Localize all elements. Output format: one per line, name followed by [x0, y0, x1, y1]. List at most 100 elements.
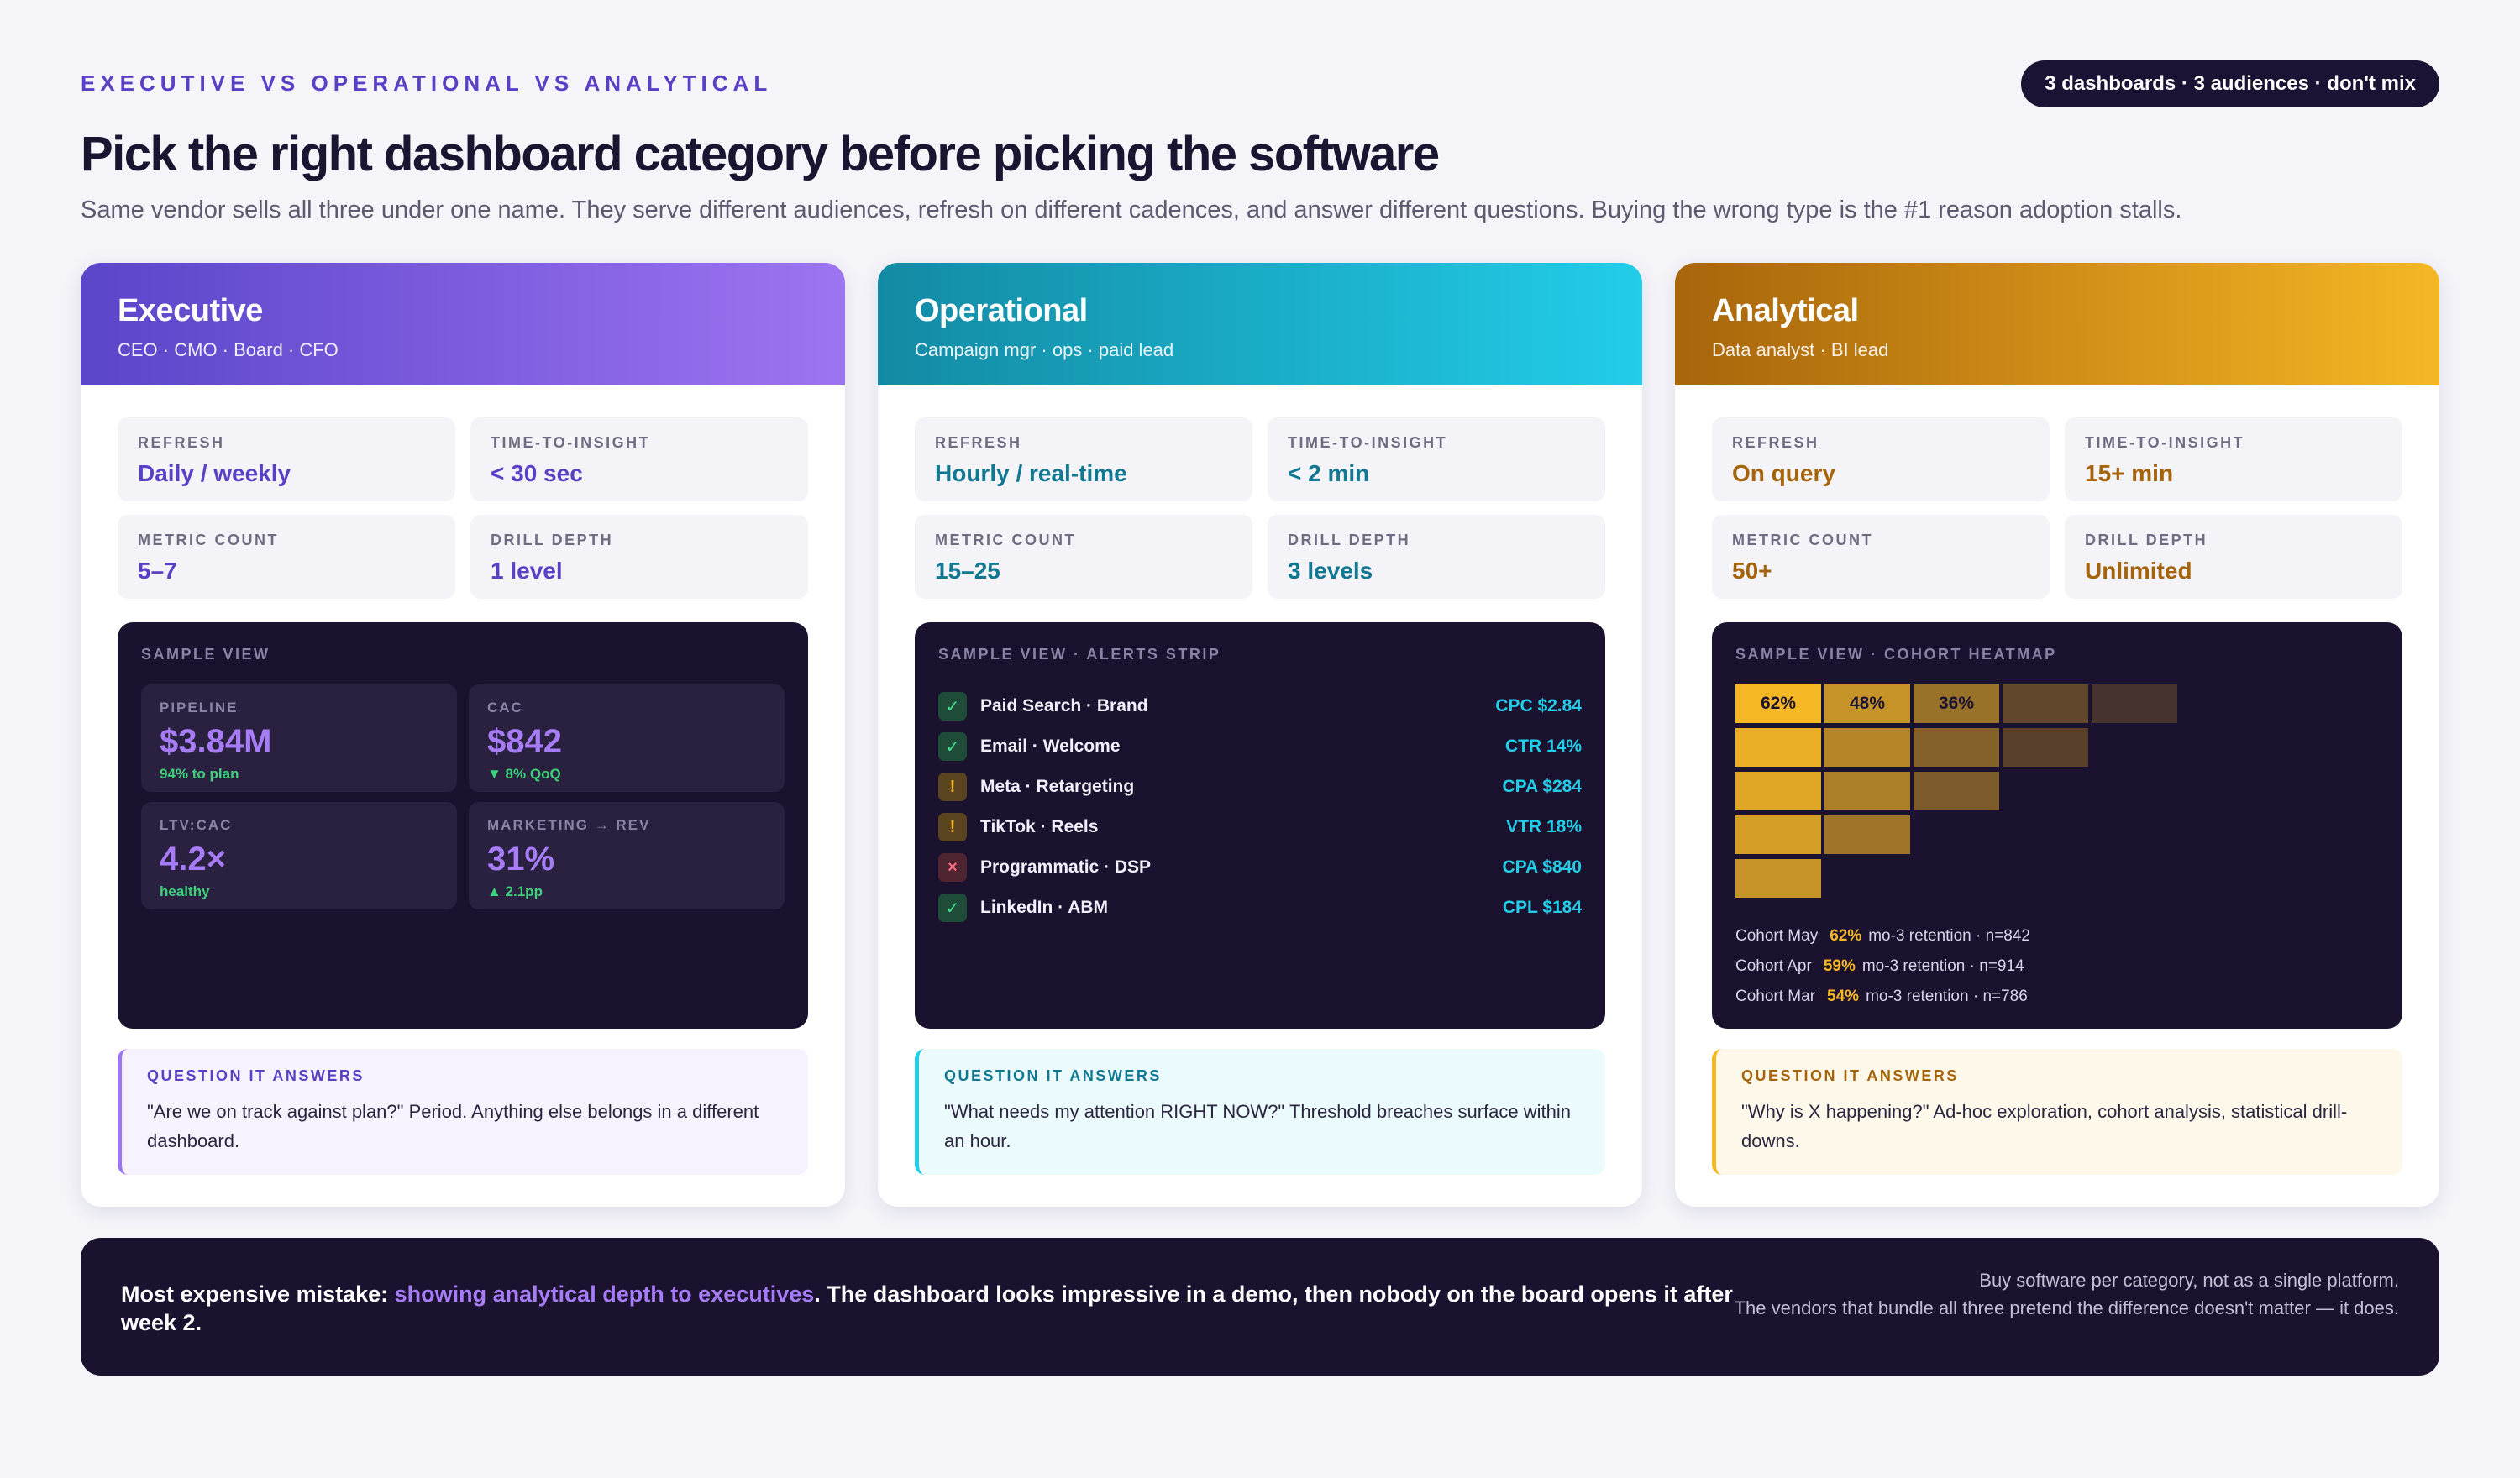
heatmap-cell-label: 48% [1824, 684, 1910, 723]
stat-label: REFRESH [1732, 434, 1819, 451]
stat-refresh: REFRESH On query [1712, 417, 2050, 501]
stat-value: < 2 min [1288, 460, 1370, 486]
card-audience: Campaign mgr · ops · paid lead [915, 339, 1174, 360]
alert-row: ! Meta · Retargeting CPA $284 [938, 767, 1582, 807]
check-icon: ✓ [938, 692, 967, 721]
heatmap-cell-label: 36% [1914, 684, 1999, 723]
stat-metric-count: METRIC COUNT 15–25 [915, 515, 1252, 599]
heatmap-cell [1735, 815, 1821, 854]
stat-label: REFRESH [138, 434, 225, 451]
question-text: "What needs my attention RIGHT NOW?" Thr… [944, 1101, 1572, 1151]
footer-callout: Most expensive mistake: showing analytic… [81, 1238, 2439, 1376]
stat-value: Daily / weekly [138, 460, 291, 486]
kpi-pipeline: PIPELINE $3.84M 94% to plan [141, 684, 457, 792]
stat-label: DRILL DEPTH [1288, 532, 1411, 548]
question-label: QUESTION IT ANSWERS [944, 1067, 1162, 1084]
kpi-cac: CAC $842 ▼ 8% QoQ [469, 684, 785, 792]
footer-side-note: Buy software per category, not as a sing… [1677, 1266, 2399, 1322]
question-text: "Why is X happening?" Ad-hoc exploration… [1741, 1101, 2348, 1151]
heatmap-cell [1735, 728, 1821, 767]
cohort-detail: mo-3 retention · n=914 [1861, 957, 2024, 975]
heatmap-cell [1914, 728, 1999, 767]
stat-value: 15–25 [935, 558, 1000, 584]
card-title: Analytical [1712, 293, 1859, 328]
cohort-row: Cohort May 62% mo-3 retention · n=842 [1735, 921, 2030, 951]
cards-row: Executive CEO · CMO · Board · CFO REFRES… [81, 263, 2439, 1207]
alert-row: × Programmatic · DSP CPA $840 [938, 847, 1582, 888]
footer-side-line: Buy software per category, not as a sing… [1979, 1270, 2399, 1291]
kpi-note: healthy [160, 883, 210, 899]
card-operational: Operational Campaign mgr · ops · paid le… [878, 263, 1642, 1207]
sample-view: SAMPLE VIEW · ALERTS STRIP ✓ Paid Search… [915, 622, 1605, 1029]
stats-grid: REFRESH On query TIME-TO-INSIGHT 15+ min… [1712, 417, 2402, 609]
question-box: QUESTION IT ANSWERS "Why is X happening?… [1712, 1049, 2402, 1175]
kpi-label: MARKETING → REV [487, 817, 651, 833]
footer-rest: . The dashboard looks impressive in a de… [121, 1281, 1733, 1335]
stat-value: Unlimited [2085, 558, 2192, 584]
stat-refresh: REFRESH Daily / weekly [118, 417, 455, 501]
alert-metric: CPA $840 [1502, 857, 1582, 877]
alerts-strip: ✓ Paid Search · Brand CPC $2.84 ✓ Email … [938, 686, 1582, 928]
heatmap-cell-label: 62% [1735, 684, 1821, 723]
stat-value: 1 level [491, 558, 563, 584]
kpi-value: 4.2× [160, 841, 226, 878]
kpi-note: ▼ 8% QoQ [487, 766, 561, 782]
page-title: Pick the right dashboard category before… [81, 127, 1440, 181]
warning-icon: ! [938, 773, 967, 801]
question-box: QUESTION IT ANSWERS "Are we on track aga… [118, 1049, 808, 1175]
cohort-list: Cohort May 62% mo-3 retention · n=842 Co… [1735, 921, 2030, 1012]
check-icon: ✓ [938, 732, 967, 761]
stats-grid: REFRESH Hourly / real-time TIME-TO-INSIG… [915, 417, 1605, 609]
heatmap-cell [2092, 684, 2177, 723]
card-header: Analytical Data analyst · BI lead [1675, 263, 2439, 385]
kpi-ltv-cac: LTV:CAC 4.2× healthy [141, 802, 457, 909]
question-label: QUESTION IT ANSWERS [1741, 1067, 1959, 1084]
summary-pill: 3 dashboards · 3 audiences · don't mix [2021, 60, 2439, 107]
error-icon: × [938, 853, 967, 882]
stat-value: 5–7 [138, 558, 177, 584]
heatmap-cell [1735, 859, 1821, 898]
stat-label: METRIC COUNT [138, 532, 279, 548]
kpi-label: CAC [487, 700, 523, 715]
kpi-value: $3.84M [160, 723, 272, 760]
stat-label: TIME-TO-INSIGHT [1288, 434, 1448, 451]
alert-name: Programmatic · DSP [980, 857, 1152, 877]
stat-drill-depth: DRILL DEPTH 3 levels [1268, 515, 1605, 599]
stat-label: TIME-TO-INSIGHT [2085, 434, 2245, 451]
cohort-name: Cohort May [1735, 927, 1819, 945]
stat-value: 50+ [1732, 558, 1772, 584]
footer-message: Most expensive mistake: showing analytic… [121, 1280, 1767, 1337]
stat-drill-depth: DRILL DEPTH Unlimited [2065, 515, 2402, 599]
stat-metric-count: METRIC COUNT 50+ [1712, 515, 2050, 599]
stat-label: REFRESH [935, 434, 1022, 451]
card-title: Operational [915, 293, 1088, 328]
card-executive: Executive CEO · CMO · Board · CFO REFRES… [81, 263, 845, 1207]
stat-time-to-insight: TIME-TO-INSIGHT 15+ min [2065, 417, 2402, 501]
footer-lead: Most expensive mistake: [121, 1281, 395, 1307]
card-audience: Data analyst · BI lead [1712, 339, 1889, 360]
cohort-row: Cohort Apr 59% mo-3 retention · n=914 [1735, 951, 2030, 982]
stat-refresh: REFRESH Hourly / real-time [915, 417, 1252, 501]
eyebrow-label: EXECUTIVE VS OPERATIONAL VS ANALYTICAL [81, 71, 773, 96]
cohort-name: Cohort Apr [1735, 957, 1812, 975]
question-label: QUESTION IT ANSWERS [147, 1067, 365, 1084]
alert-row: ✓ Paid Search · Brand CPC $2.84 [938, 686, 1582, 726]
question-box: QUESTION IT ANSWERS "What needs my atten… [915, 1049, 1605, 1175]
cohort-retention: 62% [1830, 927, 1862, 945]
stat-label: DRILL DEPTH [491, 532, 614, 548]
alert-metric: CTR 14% [1504, 736, 1582, 756]
heatmap-cell [1824, 728, 1910, 767]
stat-time-to-insight: TIME-TO-INSIGHT < 30 sec [470, 417, 808, 501]
alert-row: ✓ Email · Welcome CTR 14% [938, 726, 1582, 767]
card-header: Operational Campaign mgr · ops · paid le… [878, 263, 1642, 385]
kpi-value: 31% [487, 841, 555, 878]
heatmap-cell [1824, 772, 1910, 810]
kpi-note: 94% to plan [160, 766, 239, 782]
alert-row: ! TikTok · Reels VTR 18% [938, 807, 1582, 847]
alert-name: Paid Search · Brand [980, 696, 1148, 715]
card-header: Executive CEO · CMO · Board · CFO [81, 263, 845, 385]
stat-value: On query [1732, 460, 1835, 486]
kpi-value: $842 [487, 723, 562, 760]
stat-label: DRILL DEPTH [2085, 532, 2208, 548]
kpi-label: PIPELINE [160, 700, 239, 715]
